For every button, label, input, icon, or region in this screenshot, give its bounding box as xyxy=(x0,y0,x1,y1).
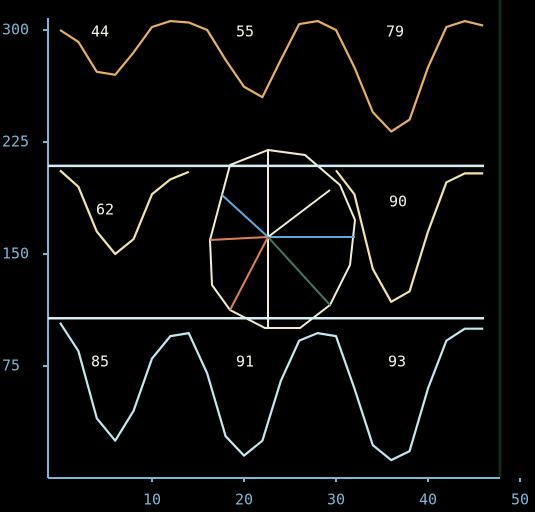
value-label: 90 xyxy=(389,193,407,211)
x-tick-label: 10 xyxy=(143,491,161,509)
value-label: 91 xyxy=(236,353,254,371)
x-tick-label: 40 xyxy=(419,491,437,509)
x-tick-label: 20 xyxy=(235,491,253,509)
value-label: 44 xyxy=(91,23,109,41)
value-label: 62 xyxy=(96,201,114,219)
value-label: 55 xyxy=(236,23,254,41)
chart: 300 225 150 75 10 20 30 40 50 44 55 79 62 90 85 91 93 xyxy=(0,0,535,512)
y-tick-label: 225 xyxy=(2,133,29,151)
x-tick-label: 50 xyxy=(511,491,529,509)
value-label: 85 xyxy=(91,353,109,371)
value-label: 79 xyxy=(386,23,404,41)
value-label: 93 xyxy=(388,353,406,371)
x-tick-label: 30 xyxy=(327,491,345,509)
page: {"chart_data": {"type": "line", "x": [0,… xyxy=(0,0,535,512)
y-tick-label: 75 xyxy=(2,357,20,375)
y-tick-label: 300 xyxy=(2,21,29,39)
y-tick-label: 150 xyxy=(2,245,29,263)
